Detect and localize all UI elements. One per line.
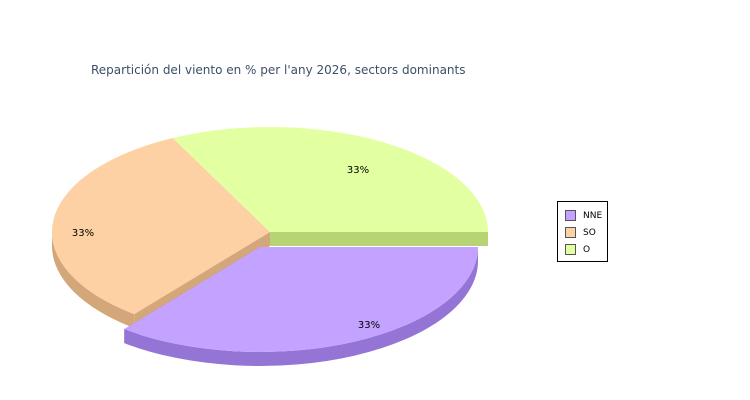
legend-swatch-o (565, 244, 576, 255)
legend-label-nne: NNE (583, 210, 603, 221)
slice-side-so (52, 232, 135, 329)
value-label-so: 33% (72, 228, 94, 239)
chart-title: Repartición del viento en % per l'any 20… (91, 63, 466, 77)
legend-item-nne: NNE (565, 207, 607, 224)
legend-label-o: O (583, 244, 591, 255)
slice-wall-o (270, 232, 488, 246)
slice-nne (124, 247, 478, 353)
legend-item-o: O (565, 241, 607, 258)
legend-swatch-nne (565, 210, 576, 221)
legend: NNE SO O (557, 201, 608, 262)
legend-swatch-so (565, 227, 576, 238)
value-label-o: 33% (347, 165, 369, 176)
value-label-nne: 33% (358, 320, 380, 331)
slice-side-nne (124, 247, 478, 367)
slice-o (172, 127, 488, 232)
slice-so (51, 138, 270, 315)
legend-item-so: SO (565, 224, 607, 241)
legend-label-so: SO (583, 227, 596, 238)
